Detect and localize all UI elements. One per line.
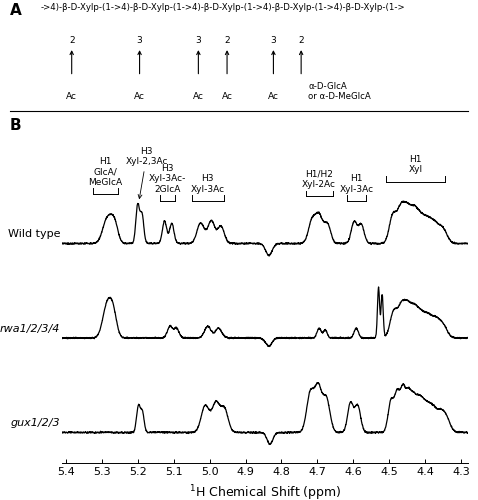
Text: Ac: Ac (221, 92, 233, 101)
Text: 3: 3 (196, 36, 201, 45)
Text: Ac: Ac (134, 92, 145, 101)
Text: Ac: Ac (193, 92, 204, 101)
Text: rwa1/2/3/4: rwa1/2/3/4 (0, 324, 60, 334)
Text: H1
Xyl: H1 Xyl (409, 155, 423, 174)
Text: H3
Xyl-3Ac-
2GlcA: H3 Xyl-3Ac- 2GlcA (149, 164, 186, 194)
Text: A: A (10, 4, 22, 18)
Text: H3
Xyl-3Ac: H3 Xyl-3Ac (191, 174, 225, 194)
Text: H1
Xyl-3Ac: H1 Xyl-3Ac (339, 174, 373, 194)
Text: 2: 2 (298, 36, 304, 45)
Text: H3
Xyl-2,3Ac: H3 Xyl-2,3Ac (125, 147, 168, 199)
Text: Ac: Ac (66, 92, 77, 101)
Text: gux1/2/3: gux1/2/3 (11, 418, 60, 428)
Text: ->4)-β-D-Xylp-(1->4)-β-D-Xylp-(1->4)-β-D-Xylp-(1->4)-β-D-Xylp-(1->4)-β-D-Xylp-(1: ->4)-β-D-Xylp-(1->4)-β-D-Xylp-(1->4)-β-D… (41, 4, 405, 13)
Text: 2: 2 (69, 36, 75, 45)
Text: α-D-GlcA
or α-D-MeGlcA: α-D-GlcA or α-D-MeGlcA (308, 82, 371, 101)
Text: 3: 3 (271, 36, 276, 45)
Text: 3: 3 (137, 36, 142, 45)
Text: B: B (10, 118, 21, 134)
Text: Wild type: Wild type (8, 229, 60, 239)
Text: H1
GlcA/
MeGlcA: H1 GlcA/ MeGlcA (88, 157, 122, 187)
Text: H1/H2
Xyl-2Ac: H1/H2 Xyl-2Ac (302, 170, 336, 190)
Text: Ac: Ac (268, 92, 279, 101)
Text: 2: 2 (224, 36, 230, 45)
X-axis label: $^{1}$H Chemical Shift (ppm): $^{1}$H Chemical Shift (ppm) (189, 483, 342, 500)
